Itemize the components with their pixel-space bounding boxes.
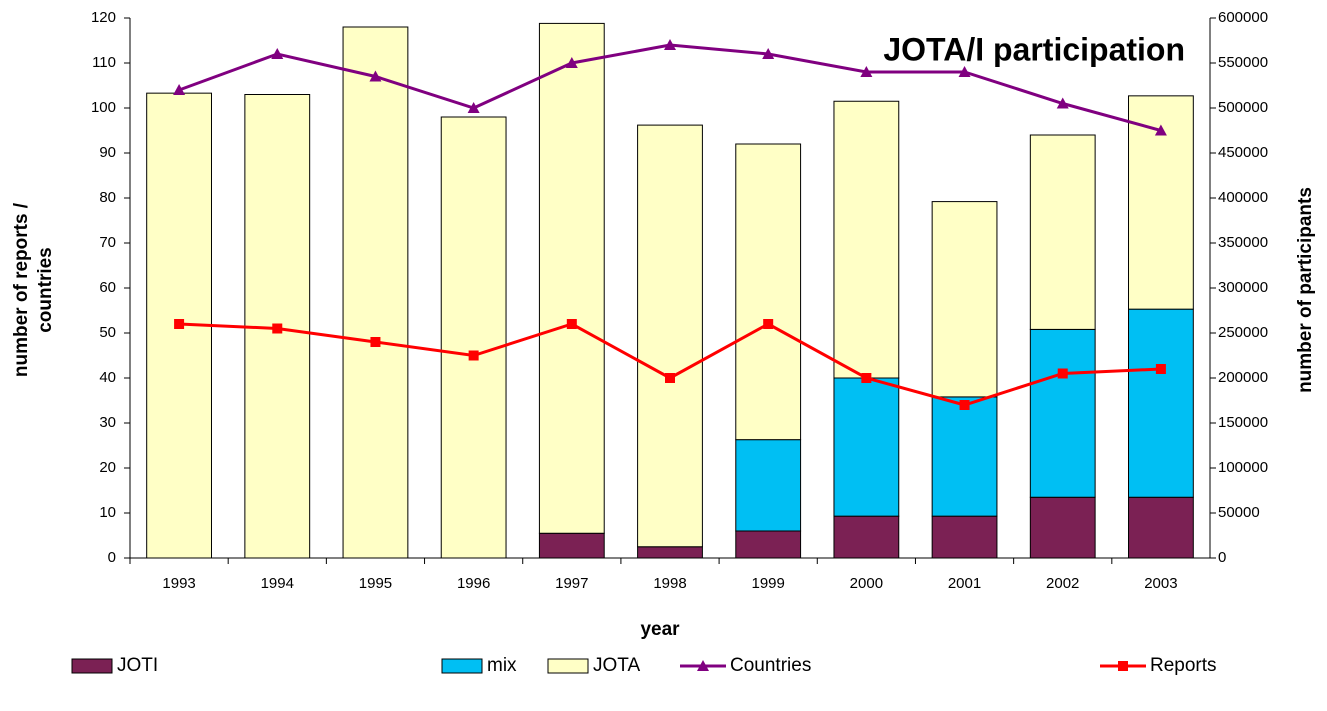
y-tick-label: 20 bbox=[99, 459, 116, 476]
marker bbox=[467, 102, 480, 113]
legend-label: Reports bbox=[1150, 655, 1217, 676]
marker bbox=[959, 400, 970, 410]
marker bbox=[272, 323, 283, 334]
chart-title: JOTA/I participation bbox=[883, 31, 1185, 67]
marker bbox=[763, 319, 774, 329]
y2-tick-label: 50000 bbox=[1218, 504, 1260, 521]
bar bbox=[1029, 496, 1096, 559]
y-tick-label: 50 bbox=[99, 324, 116, 341]
x-tick-label: 1993 bbox=[162, 575, 195, 592]
bar bbox=[637, 124, 703, 548]
legend-label: JOTA bbox=[593, 655, 640, 676]
marker bbox=[370, 337, 381, 347]
bar bbox=[1128, 496, 1194, 559]
marker bbox=[566, 319, 577, 329]
bar bbox=[833, 377, 900, 517]
marker bbox=[565, 57, 578, 68]
legend-label: Countries bbox=[730, 655, 811, 676]
y-tick-label: 60 bbox=[99, 279, 116, 296]
bar bbox=[637, 546, 703, 559]
marker bbox=[697, 660, 709, 671]
y-tick-label: 70 bbox=[99, 234, 116, 251]
y-tick-label: 40 bbox=[99, 369, 116, 386]
y2-tick-label: 300000 bbox=[1218, 279, 1268, 296]
x-tick-label: 2003 bbox=[1144, 575, 1177, 592]
y2-tick-label: 500000 bbox=[1218, 99, 1268, 116]
bar bbox=[735, 143, 802, 441]
y2-tick-label: 350000 bbox=[1218, 234, 1268, 251]
x-tick-label: 1998 bbox=[653, 575, 686, 592]
bar bbox=[1128, 308, 1194, 498]
y-axis-label: number of reports / bbox=[11, 202, 32, 377]
legend-swatch bbox=[547, 658, 589, 674]
y2-tick-label: 0 bbox=[1218, 549, 1226, 566]
marker bbox=[369, 70, 382, 82]
y2-tick-label: 200000 bbox=[1218, 369, 1268, 386]
marker bbox=[468, 350, 479, 361]
y2-tick-label: 600000 bbox=[1218, 9, 1268, 26]
y2-tick-label: 100000 bbox=[1218, 459, 1268, 476]
x-tick-label: 2002 bbox=[1046, 575, 1079, 592]
bar bbox=[538, 532, 605, 559]
bar bbox=[833, 100, 900, 379]
y2-tick-label: 550000 bbox=[1218, 54, 1268, 71]
bar bbox=[342, 26, 409, 559]
y2-axis-label: number of participants bbox=[1295, 187, 1316, 393]
y2-tick-label: 400000 bbox=[1218, 189, 1268, 206]
y-tick-label: 30 bbox=[99, 414, 116, 431]
y-tick-label: 110 bbox=[92, 54, 116, 71]
x-tick-label: 1995 bbox=[359, 575, 392, 592]
y-tick-label: 90 bbox=[99, 144, 116, 161]
x-tick-label: 1994 bbox=[261, 575, 294, 592]
marker bbox=[762, 48, 775, 59]
y-tick-label: 80 bbox=[99, 189, 116, 206]
marker bbox=[174, 319, 185, 329]
marker bbox=[1056, 97, 1069, 109]
bar bbox=[735, 530, 802, 559]
legend-swatch bbox=[441, 658, 483, 674]
bar bbox=[833, 515, 900, 559]
x-axis-label: year bbox=[640, 619, 680, 640]
bar bbox=[440, 116, 507, 559]
bar bbox=[1029, 134, 1096, 330]
bar bbox=[931, 396, 998, 517]
marker bbox=[958, 66, 971, 77]
x-tick-label: 1996 bbox=[457, 575, 490, 592]
y-tick-label: 10 bbox=[99, 504, 116, 521]
x-tick-label: 1999 bbox=[751, 575, 784, 592]
bar bbox=[931, 515, 998, 559]
bar bbox=[538, 22, 605, 534]
bar bbox=[735, 439, 802, 532]
marker bbox=[861, 373, 872, 383]
bar bbox=[1029, 328, 1096, 498]
x-tick-label: 2000 bbox=[850, 575, 883, 592]
x-tick-label: 2001 bbox=[948, 575, 981, 592]
marker bbox=[1154, 124, 1167, 136]
marker bbox=[664, 39, 676, 50]
y2-tick-label: 150000 bbox=[1218, 414, 1268, 431]
marker bbox=[665, 373, 675, 383]
y-tick-label: 0 bbox=[108, 549, 116, 566]
marker bbox=[271, 48, 284, 59]
marker bbox=[1155, 364, 1166, 374]
marker bbox=[860, 66, 873, 77]
y-tick-label: 100 bbox=[91, 99, 116, 116]
marker bbox=[173, 84, 186, 95]
y-tick-label: 120 bbox=[91, 9, 116, 26]
legend-label: JOTI bbox=[117, 655, 158, 676]
legend-swatch bbox=[71, 658, 113, 674]
y-axis-label: countries bbox=[35, 247, 56, 333]
legend-label: mix bbox=[487, 655, 517, 676]
y2-tick-label: 250000 bbox=[1218, 324, 1268, 341]
y2-tick-label: 450000 bbox=[1218, 144, 1268, 161]
x-tick-label: 1997 bbox=[555, 575, 588, 592]
bar bbox=[931, 201, 998, 398]
marker bbox=[1057, 368, 1068, 379]
marker bbox=[1118, 661, 1128, 671]
